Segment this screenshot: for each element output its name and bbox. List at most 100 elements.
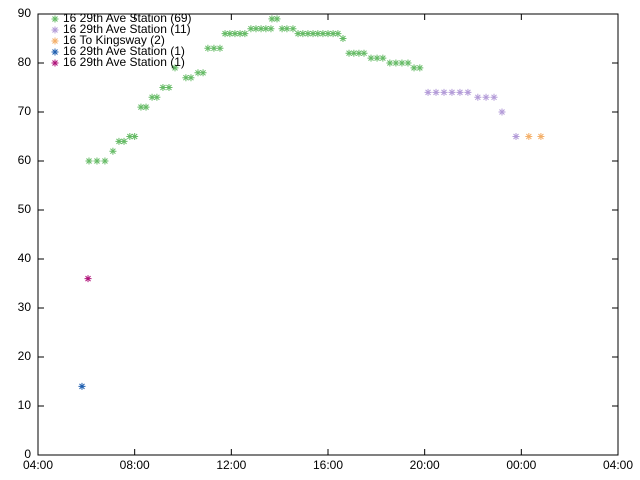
x-tick-label: 04:00 <box>603 458 633 472</box>
point <box>324 30 332 38</box>
point <box>410 64 418 72</box>
point <box>142 103 150 111</box>
point <box>85 157 93 165</box>
point <box>78 382 86 390</box>
point <box>247 25 255 33</box>
x-tick-label: 00:00 <box>506 458 536 472</box>
y-tick-label: 0 <box>24 447 31 461</box>
point <box>373 54 381 62</box>
point <box>84 275 92 283</box>
point <box>262 25 270 33</box>
point <box>304 30 312 38</box>
y-tick-label: 40 <box>18 251 32 265</box>
point <box>404 59 412 67</box>
plot-frame <box>37 13 619 456</box>
y-tick-label: 50 <box>18 202 32 216</box>
point <box>137 103 145 111</box>
x-tick-label: 04:00 <box>23 458 53 472</box>
point <box>294 30 302 38</box>
point <box>199 69 207 77</box>
point <box>101 157 109 165</box>
point <box>93 157 101 165</box>
point <box>367 54 375 62</box>
y-tick-label: 70 <box>18 104 32 118</box>
point <box>319 30 327 38</box>
y-tick-label: 90 <box>18 6 32 20</box>
point <box>416 64 424 72</box>
legend-label: 16 29th Ave Station (1) <box>63 55 185 69</box>
point <box>314 30 322 38</box>
point <box>221 30 229 38</box>
legend-marker <box>51 59 59 67</box>
y-tick-label: 80 <box>18 55 32 69</box>
point <box>392 59 400 67</box>
point <box>339 35 347 42</box>
legend-label: 16 To Kingsway (2) <box>63 33 165 47</box>
point <box>525 133 533 140</box>
point <box>165 84 173 91</box>
point <box>278 25 286 33</box>
legend-marker <box>51 15 59 23</box>
point <box>386 59 394 67</box>
x-tick-label: 08:00 <box>120 458 150 472</box>
point <box>226 30 234 38</box>
point <box>109 147 117 155</box>
point <box>159 84 167 91</box>
point <box>241 30 249 38</box>
point <box>257 25 265 33</box>
point <box>355 49 363 57</box>
point <box>289 25 297 33</box>
x-tick-label: 20:00 <box>410 458 440 472</box>
point <box>120 137 128 145</box>
y-tick-label: 10 <box>18 398 32 412</box>
point <box>456 88 464 96</box>
point <box>153 93 161 101</box>
legend-marker <box>51 48 59 56</box>
point <box>464 88 472 96</box>
point <box>204 44 212 52</box>
point <box>210 44 218 52</box>
point <box>440 88 448 96</box>
point <box>187 74 195 82</box>
legend-marker <box>51 37 59 45</box>
point <box>490 93 498 101</box>
point <box>182 74 190 82</box>
point <box>236 30 244 38</box>
point <box>345 49 353 57</box>
point <box>448 88 456 96</box>
point <box>283 25 291 33</box>
legend-label: 16 29th Ave Station (1) <box>63 44 185 58</box>
legend-label: 16 29th Ave Station (69) <box>63 11 192 25</box>
point <box>350 49 358 57</box>
point <box>537 133 545 140</box>
x-tick-label: 16:00 <box>313 458 343 472</box>
point <box>309 30 317 38</box>
point <box>231 30 239 38</box>
point <box>216 44 224 52</box>
point <box>252 25 260 33</box>
point <box>432 88 440 96</box>
point <box>334 30 342 38</box>
y-tick-label: 20 <box>18 349 32 363</box>
point <box>267 25 275 33</box>
point <box>194 69 202 77</box>
point <box>268 15 276 23</box>
point <box>273 15 281 23</box>
legend-marker <box>51 26 59 34</box>
y-tick-label: 30 <box>18 300 32 314</box>
point <box>131 133 139 140</box>
y-tick-label: 60 <box>18 153 32 167</box>
point <box>498 108 506 116</box>
point <box>474 93 482 101</box>
point <box>115 137 123 145</box>
point <box>398 59 406 67</box>
point <box>512 133 520 140</box>
point <box>299 30 307 38</box>
x-tick-label: 12:00 <box>216 458 246 472</box>
point <box>171 64 179 72</box>
point <box>360 49 368 57</box>
point <box>424 88 432 96</box>
point <box>482 93 490 101</box>
point <box>148 93 156 101</box>
